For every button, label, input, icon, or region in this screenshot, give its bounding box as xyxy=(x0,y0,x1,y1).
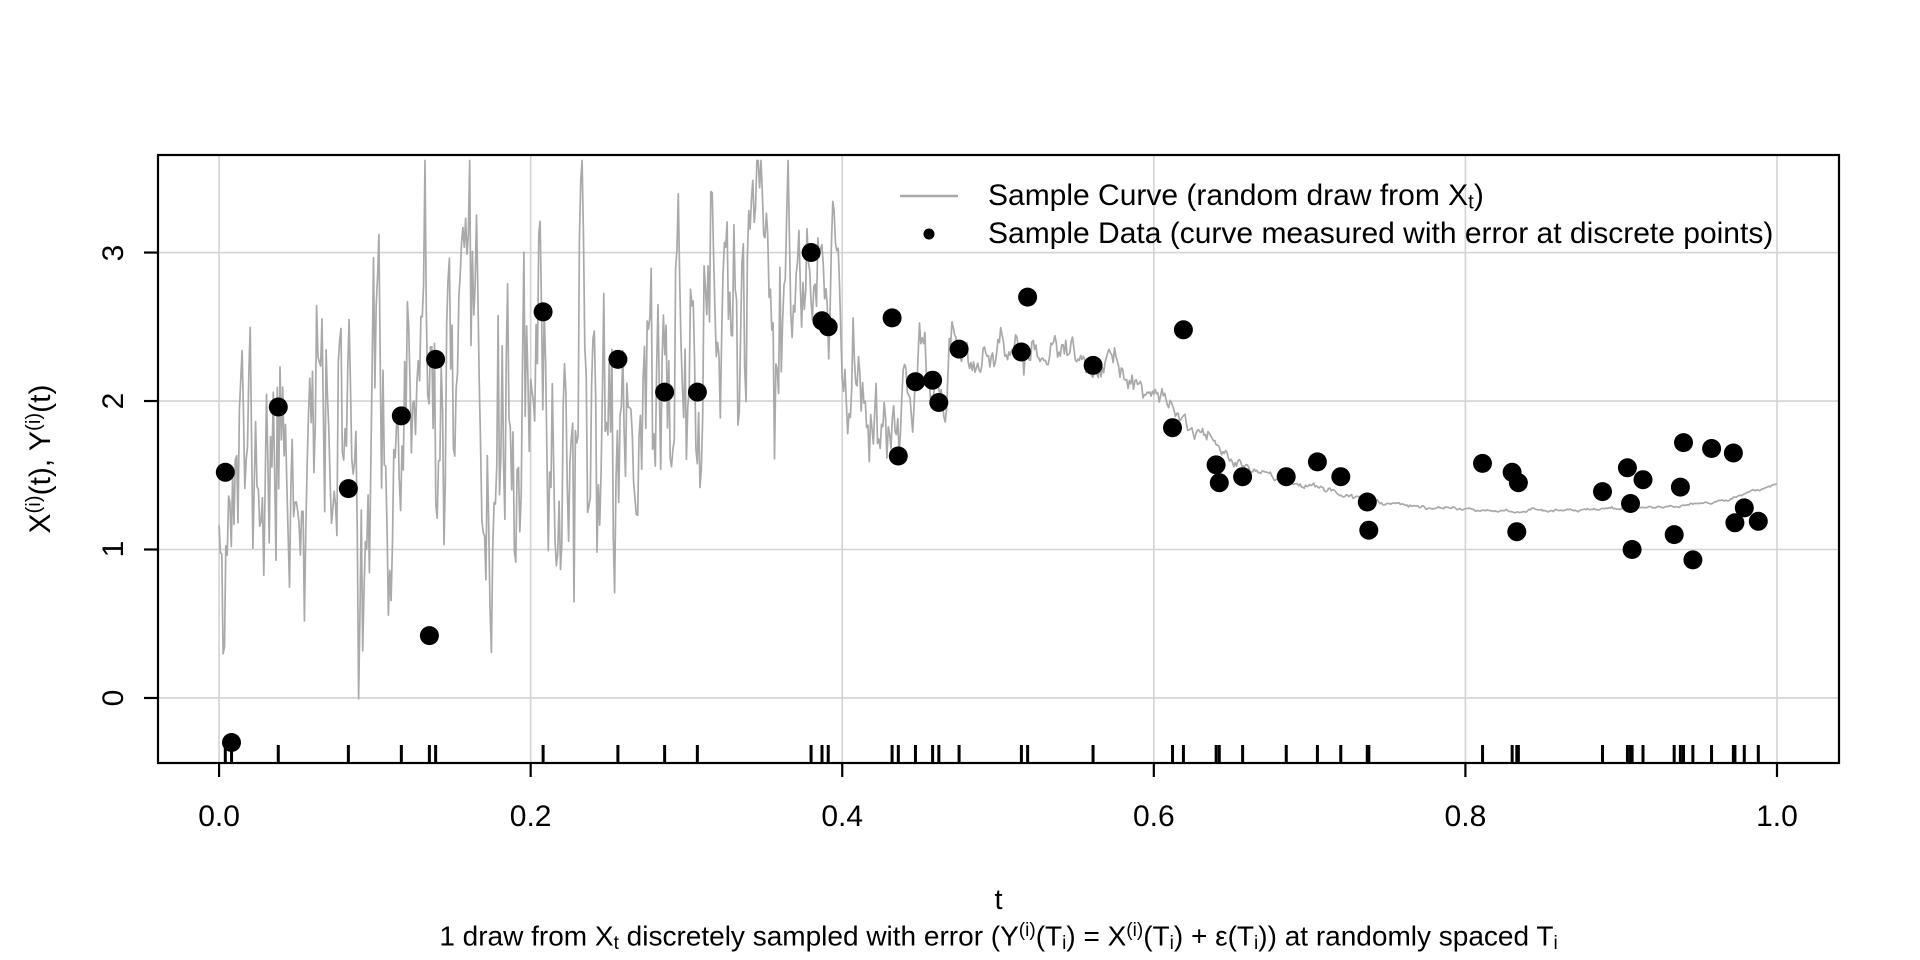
scatter-point xyxy=(882,308,902,328)
scatter-point xyxy=(1633,470,1653,490)
scatter-point xyxy=(608,349,628,369)
scatter-point xyxy=(906,372,925,392)
x-tick-label: 0.0 xyxy=(198,800,240,833)
scatter-points xyxy=(215,243,1768,752)
scatter-point xyxy=(1209,473,1229,493)
scatter-point xyxy=(1307,452,1327,472)
text-segment: (t), Y xyxy=(24,430,58,496)
scatter-point xyxy=(533,302,553,322)
text-segment: X xyxy=(24,513,58,534)
scatter-point xyxy=(1617,458,1637,478)
text-segment: (i) xyxy=(1018,920,1036,941)
scatter-point xyxy=(818,317,838,337)
text-segment: t xyxy=(613,932,619,954)
text-segment: (T xyxy=(1035,920,1063,952)
x-tick-label: 0.8 xyxy=(1444,800,1487,833)
figure-caption: 1 draw from Xt discretely sampled with e… xyxy=(108,920,1889,955)
scatter-point xyxy=(655,382,675,402)
legend-label-curve: Sample Curve (random draw from Xt) xyxy=(988,179,1484,215)
y-tick-label: 0 xyxy=(97,689,130,707)
scatter-point xyxy=(1508,473,1528,493)
scatter-point xyxy=(1507,522,1527,542)
scatter-point xyxy=(1593,482,1612,502)
text-segment: (i) xyxy=(23,495,45,514)
scatter-point xyxy=(419,626,439,646)
scatter-point xyxy=(888,446,908,466)
scatter-point xyxy=(1473,453,1492,473)
text-segment: t xyxy=(1468,191,1474,214)
y-tick-label: 1 xyxy=(97,541,130,558)
text-segment: discretely sampled with error (Y xyxy=(618,920,1019,952)
scatter-point xyxy=(1359,520,1379,540)
scatter-point xyxy=(1011,342,1031,362)
scatter-point xyxy=(949,339,969,359)
scatter-point xyxy=(1173,320,1193,340)
legend-label-data: Sample Data (curve measured with error a… xyxy=(988,217,1773,251)
text-segment: (T xyxy=(1143,920,1170,952)
scatter-point xyxy=(923,370,943,390)
axis-ticks xyxy=(144,251,1779,777)
y-tick-label: 3 xyxy=(97,244,130,261)
y-axis-label: X(i)(t), Y(i)(t) xyxy=(14,259,58,659)
scatter-point xyxy=(1622,540,1642,559)
x-tick-label: 1.0 xyxy=(1756,800,1798,833)
text-segment: 1 draw from X xyxy=(439,920,614,952)
scatter-point xyxy=(268,397,288,417)
scatter-point xyxy=(215,462,235,482)
text-segment: (i) xyxy=(1126,920,1144,941)
scatter-point xyxy=(1723,443,1743,463)
text-segment: )) at randomly spaced T xyxy=(1258,920,1554,952)
scatter-point xyxy=(338,479,358,499)
text-segment: Sample Data (curve measured with error a… xyxy=(988,217,1774,250)
text-segment: ) + ε(T xyxy=(1173,920,1255,952)
scatter-point xyxy=(1276,467,1296,487)
scatter-point xyxy=(1683,550,1703,570)
scatter-point xyxy=(391,406,411,426)
scatter-point xyxy=(687,382,707,402)
text-segment: Sample Curve (random draw from X xyxy=(988,179,1469,212)
scatter-point xyxy=(426,349,446,369)
scatter-point xyxy=(1748,511,1768,531)
plot-border xyxy=(156,153,1841,765)
scatter-point xyxy=(1357,492,1377,512)
scatter-point xyxy=(1664,525,1684,545)
text-segment: (t) xyxy=(24,384,58,413)
scatter-point xyxy=(1670,477,1690,497)
text-segment: i xyxy=(1062,932,1067,954)
x-tick-label: 0.6 xyxy=(1132,800,1175,833)
x-tick-label: 0.2 xyxy=(509,800,552,833)
text-segment: ) xyxy=(1473,179,1484,212)
legend xyxy=(900,194,958,240)
scatter-point xyxy=(1233,467,1253,487)
legend-point-sample xyxy=(923,228,935,240)
scatter-point xyxy=(1725,513,1745,533)
scatter-point xyxy=(1206,455,1226,475)
gridlines xyxy=(158,155,1839,763)
y-tick-label: 2 xyxy=(97,392,130,410)
scatter-point xyxy=(1163,418,1182,438)
x-tick-label: 0.4 xyxy=(821,800,864,833)
text-segment: (i) xyxy=(23,412,45,431)
scatter-point xyxy=(1621,494,1640,513)
scatter-point xyxy=(1702,439,1722,458)
scatter-point xyxy=(1083,355,1103,375)
rug-marks xyxy=(223,745,1760,762)
scatter-point xyxy=(1734,498,1754,518)
scatter-point xyxy=(801,243,821,262)
scatter-point xyxy=(222,733,241,752)
scatter-point xyxy=(1674,433,1693,453)
text-segment: i xyxy=(1169,932,1174,954)
text-segment: i xyxy=(1553,932,1558,954)
text-segment: ) = X xyxy=(1066,920,1127,952)
sample-curve-line xyxy=(218,159,1778,700)
x-axis-label: t xyxy=(994,884,1003,916)
scatter-point xyxy=(1018,287,1038,307)
scatter-point xyxy=(929,393,949,412)
scatter-point xyxy=(1331,467,1351,487)
text-segment: i xyxy=(1254,932,1259,954)
